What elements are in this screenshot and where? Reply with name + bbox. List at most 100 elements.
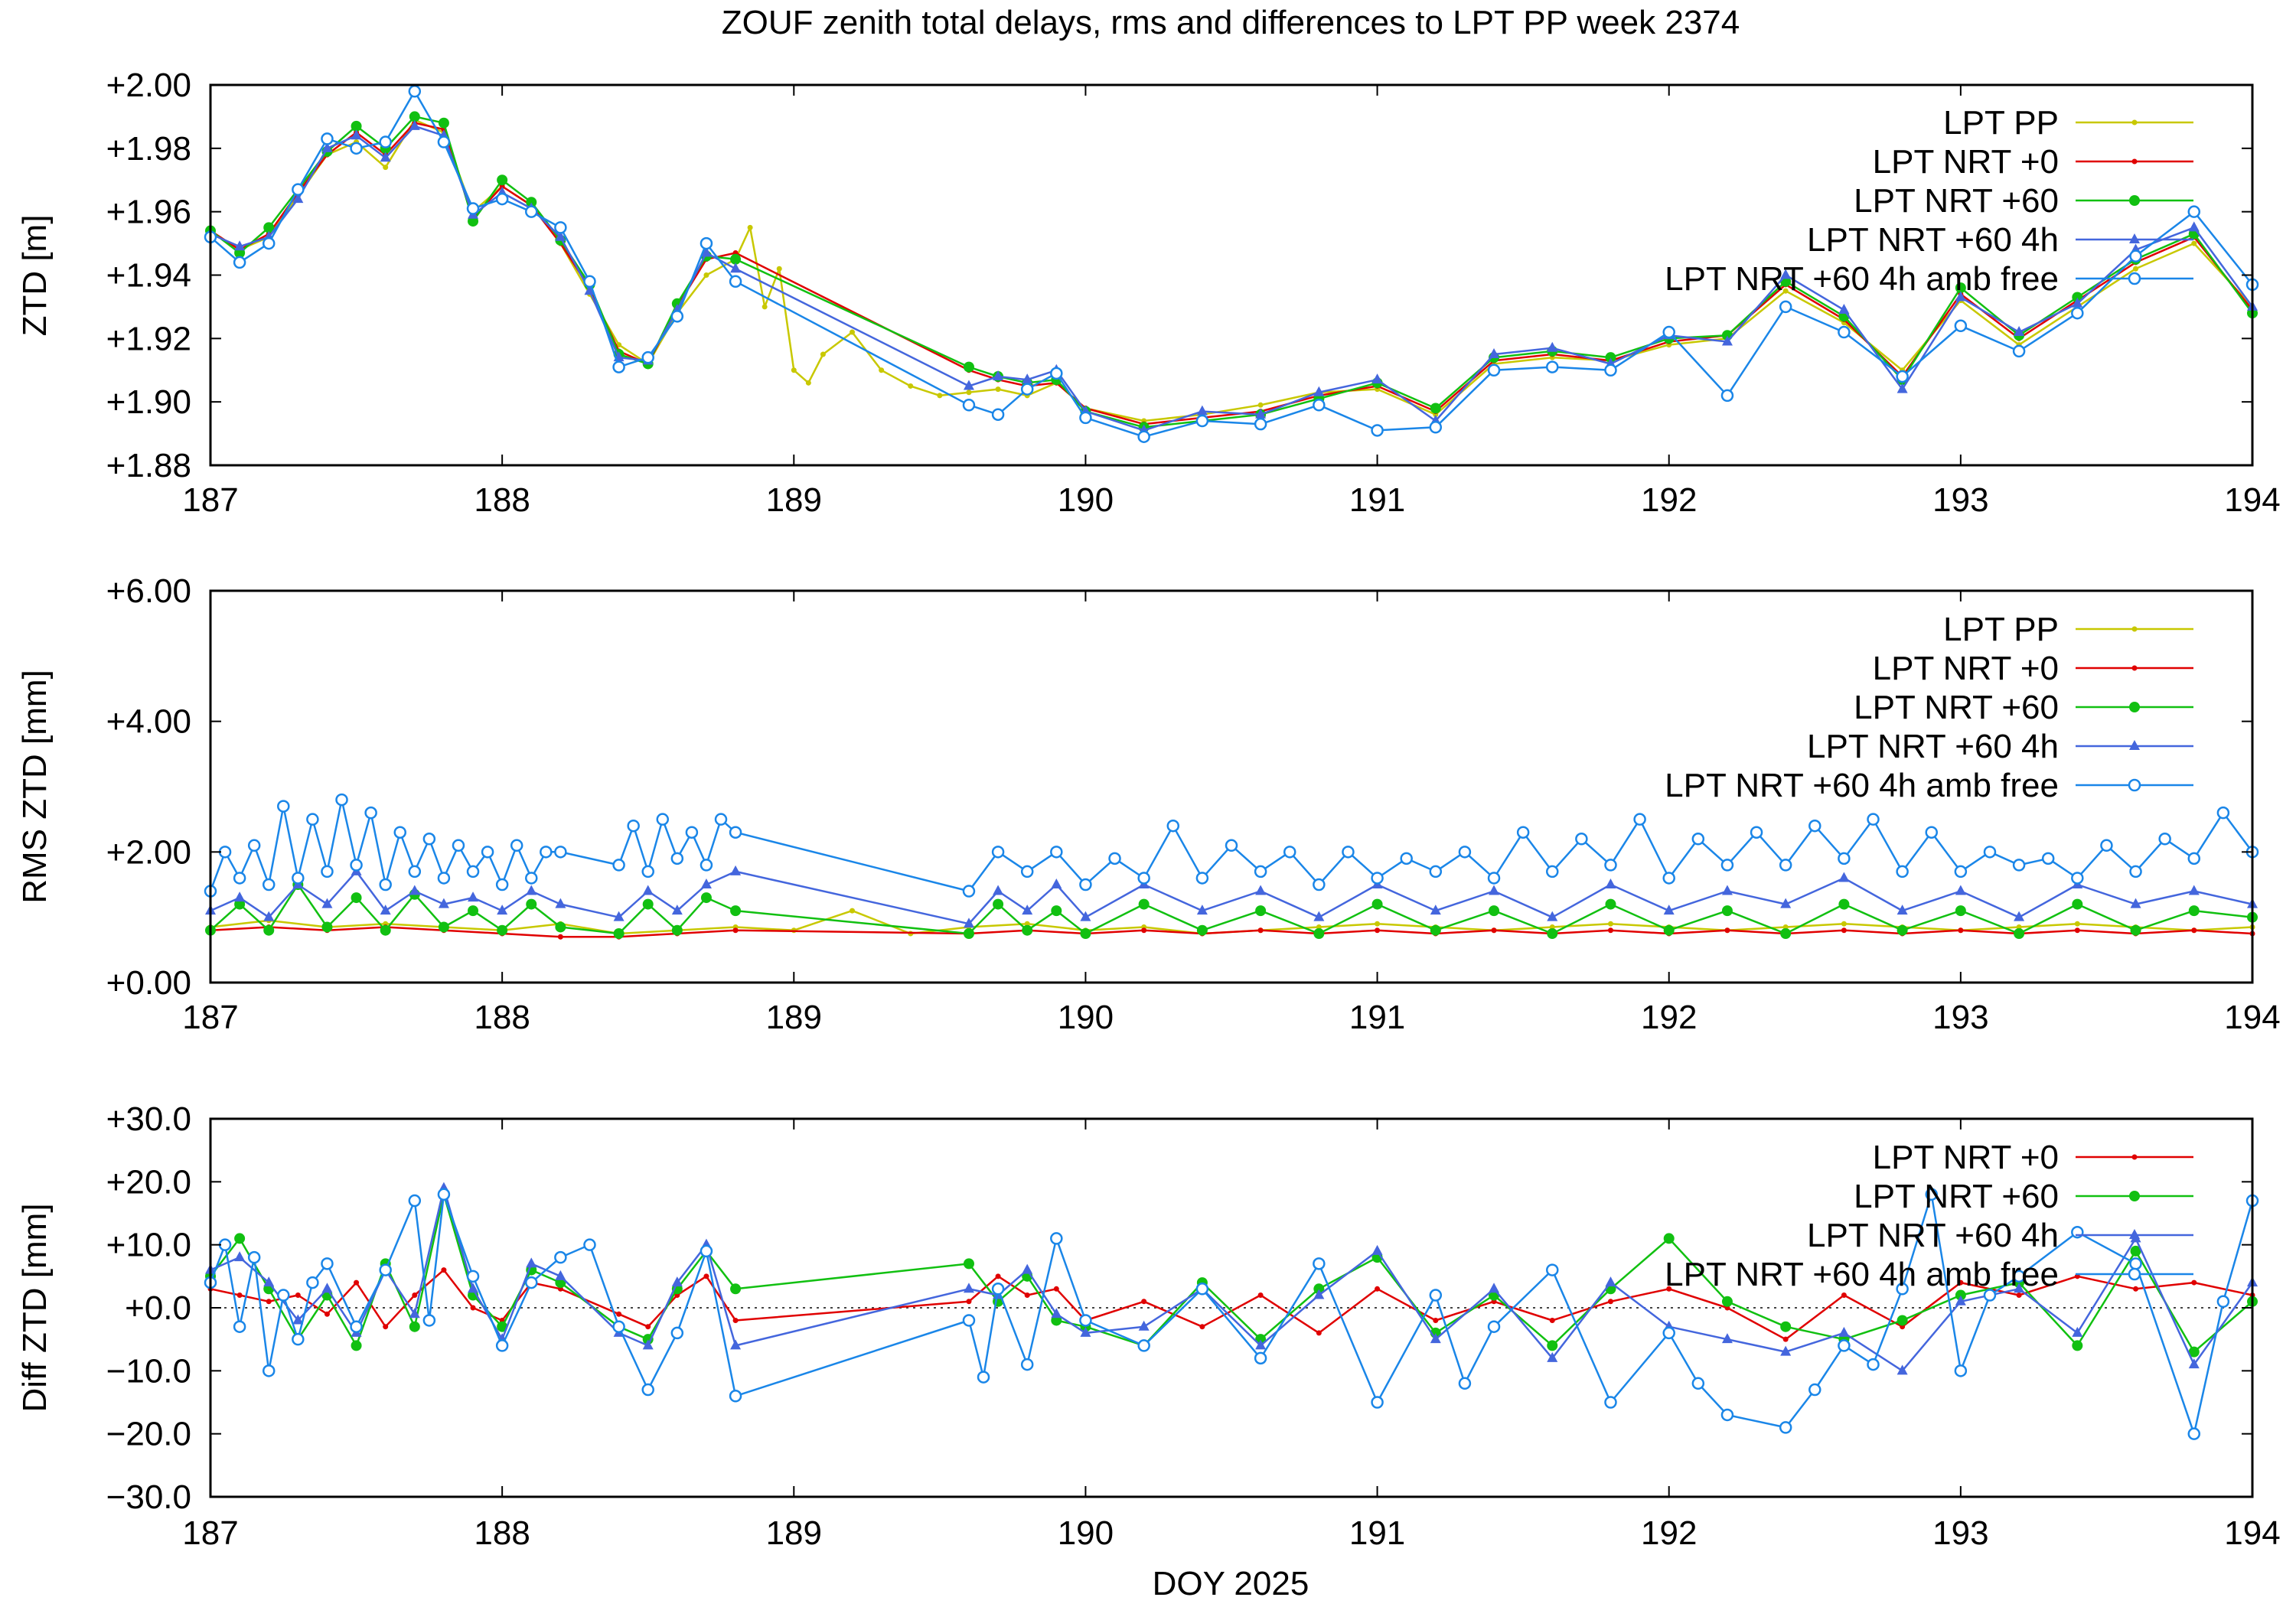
rms-point-lpt-nrt-60-4h-amb-free [2071,872,2084,885]
rms-point-lpt-nrt-60-4h-amb-free [1079,878,1092,892]
rms-point-lpt-nrt-60-4h [642,885,654,895]
diff-point-lpt-nrt-60-4h-amb-free [1662,1326,1675,1340]
diff-point-lpt-nrt-60 [963,1258,974,1270]
rms-point-lpt-nrt-60-4h-amb-free [1487,872,1501,885]
rms-series-lpt-nrt-0 [207,924,2255,940]
ztd-point-lpt-nrt-60-4h-amb-free [1195,414,1209,428]
rms-point-lpt-nrt-0 [1958,927,1964,934]
rms-point-lpt-nrt-60-4h-amb-free [1867,813,1880,826]
rms-xtick-label: 191 [1349,999,1405,1036]
diff-point-lpt-nrt-60-4h-amb-free [1983,1289,1997,1302]
ztd-point-lpt-pp [937,393,943,399]
ztd-point-lpt-nrt-60-4h-amb-free [991,408,1005,421]
diff-point-lpt-nrt-60-4h [1138,1320,1150,1331]
rms-point-lpt-nrt-0 [1607,927,1613,934]
rms-point-lpt-nrt-60-4h [438,898,449,908]
ztd-point-lpt-pp [383,165,389,171]
diff-point-lpt-nrt-0 [354,1279,360,1286]
rms-point-lpt-nrt-60-4h-amb-free [1137,872,1150,885]
ztd-point-lpt-nrt-60-4h-amb-free [554,221,567,234]
rms-line-lpt-pp [210,909,2253,935]
ztd-xtick-label: 191 [1349,481,1405,519]
diff-point-lpt-nrt-0 [1782,1336,1789,1342]
rms-point-lpt-nrt-60 [2014,928,2025,939]
rms-point-lpt-nrt-60 [1080,928,1091,939]
diff-point-lpt-nrt-60-4h-amb-free [1195,1283,1209,1296]
diff-point-lpt-nrt-0 [616,1311,622,1317]
ztd-point-lpt-nrt-60-4h-amb-free [1429,421,1443,434]
rms-point-lpt-nrt-60 [2072,898,2083,910]
rms-point-lpt-nrt-60-4h-amb-free [2129,865,2142,878]
diff-point-lpt-nrt-60 [1663,1233,1675,1244]
rms-point-lpt-nrt-60-4h [1955,885,1966,895]
rms-point-lpt-nrt-60-4h [730,865,742,875]
diff-point-lpt-nrt-60-4h-amb-free [962,1314,976,1327]
diff-point-lpt-nrt-60-4h-amb-free [1720,1408,1734,1422]
ztd-point-lpt-nrt-60-4h-amb-free [466,202,480,215]
diff-point-lpt-nrt-0 [266,1299,272,1305]
diff-point-lpt-nrt-60-4h-amb-free [306,1276,319,1289]
diff-point-lpt-nrt-60-4h-amb-free [1313,1257,1326,1270]
diff-point-lpt-nrt-0 [995,1273,1001,1279]
ztd-point-lpt-nrt-60-4h [1196,405,1208,416]
ztd-legend-label: LPT NRT +0 [1873,143,2059,181]
rms-point-lpt-nrt-60-4h-amb-free [408,865,422,878]
rms-point-lpt-nrt-60-4h [1663,905,1675,915]
diff-point-lpt-nrt-60-4h [1838,1326,1850,1337]
ztd-point-lpt-nrt-60-4h [351,129,362,140]
ztd-point-lpt-nrt-60-4h-amb-free [292,183,305,196]
diff-xtick-label: 193 [1932,1514,1988,1552]
diff-point-lpt-nrt-60-4h-amb-free [379,1263,392,1276]
diff-point-lpt-nrt-60-4h [1489,1283,1500,1293]
diff-point-lpt-nrt-60-4h [1022,1263,1033,1274]
rms-point-lpt-nrt-60-4h-amb-free [262,878,276,892]
diff-point-lpt-nrt-60-4h-amb-free [1691,1377,1705,1390]
ztd-point-lpt-nrt-60-4h-amb-free [233,256,246,269]
ztd-point-lpt-nrt-60-4h-amb-free [495,192,509,206]
panel-diff: −30.0 −20.0 −10.0 +0.0 +10.0 +20.0 +30.0 187 188… [16,1100,2281,1552]
rms-point-lpt-nrt-60-4h [1780,898,1792,908]
rms-point-lpt-nrt-60 [555,921,566,933]
ztd-point-lpt-nrt-60-4h-amb-free [1313,399,1326,412]
rms-point-lpt-nrt-60-4h-amb-free [1283,846,1296,859]
ztd-xtick-label: 193 [1932,481,1988,519]
diff-point-lpt-nrt-60-4h-amb-free [991,1283,1005,1296]
rms-ytick-label: +0.00 [106,964,191,1002]
rms-point-lpt-nrt-60 [438,921,449,933]
rms-point-lpt-nrt-60 [1313,928,1325,939]
ztd-ytick-label: +1.92 [106,320,191,357]
ztd-point-lpt-nrt-60-4h [2072,297,2083,308]
rms-point-lpt-nrt-60-4h [321,898,333,908]
diff-point-lpt-nrt-60-4h-amb-free [1779,1421,1792,1434]
rms-line-lpt-nrt-60 [210,883,2253,935]
ztd-point-lpt-nrt-60-4h [1780,269,1792,279]
diff-point-lpt-nrt-60-4h [1080,1326,1091,1337]
diff-point-lpt-nrt-60-4h-amb-free [466,1270,480,1283]
rms-xtick-label: 190 [1058,999,1114,1036]
diff-point-lpt-nrt-0 [2016,1292,2022,1299]
rms-point-lpt-nrt-60-4h-amb-free [1400,852,1413,865]
rms-point-lpt-pp [1024,921,1030,927]
rms-point-lpt-nrt-60-4h-amb-free [233,872,246,885]
rms-ytick-label: +4.00 [106,703,191,741]
rms-point-lpt-pp [1549,924,1555,930]
ztd-point-lpt-nrt-60-4h-amb-free [1662,325,1675,339]
diff-point-lpt-nrt-60-4h-amb-free [729,1390,742,1403]
rms-point-lpt-nrt-60-4h [2188,885,2200,895]
diff-point-lpt-nrt-60-4h [292,1314,304,1325]
ztd-point-lpt-pp [776,266,782,272]
ztd-point-lpt-nrt-60-4h-amb-free [350,142,363,155]
rms-point-lpt-nrt-60-4h [2014,911,2025,921]
rms-point-lpt-nrt-60-4h-amb-free [700,859,713,872]
ztd-point-lpt-nrt-60-4h [1721,335,1733,346]
rms-point-lpt-pp [850,908,856,914]
rms-point-lpt-nrt-60-4h [234,892,246,902]
diff-xtick-label: 191 [1349,1514,1405,1552]
ztd-legend-marker [2128,272,2141,285]
rms-point-lpt-pp [1782,924,1789,930]
rms-point-lpt-nrt-60-4h-amb-free [2041,852,2055,865]
rms-point-lpt-nrt-60-4h-amb-free [2216,806,2230,820]
rms-point-lpt-nrt-60-4h-amb-free [1691,833,1705,846]
diff-point-lpt-nrt-0 [2191,1279,2197,1286]
